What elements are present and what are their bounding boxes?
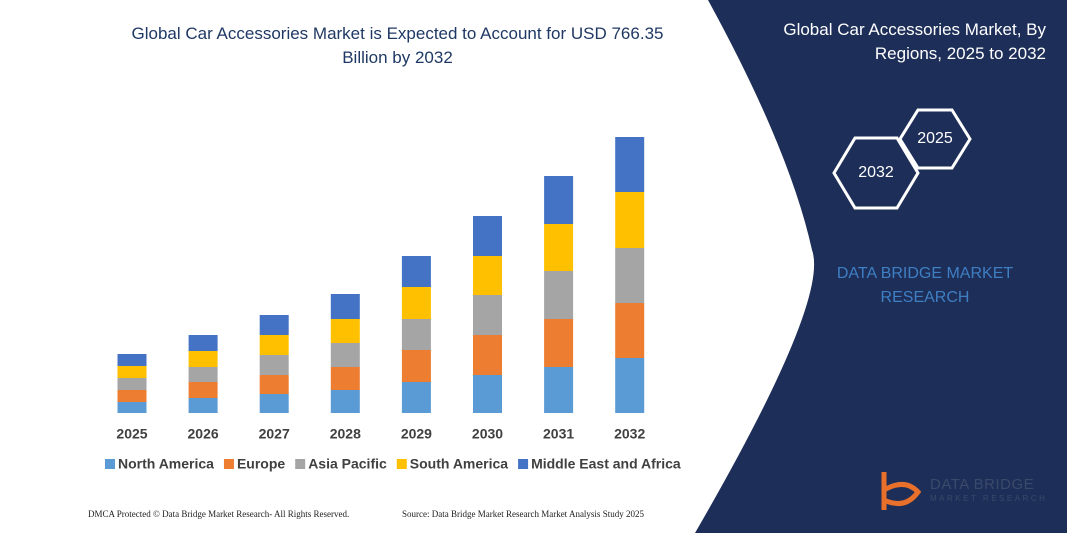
bar-segment <box>330 390 360 413</box>
x-tick-label: 2031 <box>543 426 574 442</box>
bar-segment <box>544 319 574 367</box>
chart-title: Global Car Accessories Market is Expecte… <box>131 24 664 67</box>
footer-left: DMCA Protected © Data Bridge Market Rese… <box>88 509 350 519</box>
bar-segment <box>117 366 147 378</box>
x-tick-label: 2028 <box>330 426 361 442</box>
bar-segment <box>117 354 147 366</box>
legend-label: Middle East and Africa <box>531 456 681 472</box>
legend-label: Europe <box>237 456 285 472</box>
bar-segment <box>401 256 431 287</box>
bar-segment <box>544 367 574 413</box>
x-tick-label: 2029 <box>401 426 432 442</box>
bar-segment <box>188 351 218 367</box>
legend-swatch <box>518 459 529 469</box>
bar-segment <box>330 319 360 343</box>
bar-segment <box>473 335 502 375</box>
logo-name: DATA BRIDGE <box>930 476 1035 493</box>
bar-segment <box>473 375 502 413</box>
bar-segment <box>117 378 147 390</box>
logo-icon <box>881 472 922 510</box>
bar-segment <box>259 394 289 413</box>
x-tick-label: 2025 <box>116 426 147 442</box>
bar-segment <box>473 256 502 295</box>
bar-segment <box>615 303 645 358</box>
bar-segment <box>259 335 289 355</box>
hexagon-label: 2032 <box>858 164 894 181</box>
bar-segment <box>473 295 502 335</box>
legend-swatch <box>295 459 306 469</box>
legend-label: Asia Pacific <box>308 456 387 472</box>
bar-segment <box>259 315 289 335</box>
bar-segment <box>401 350 431 382</box>
bar-segment <box>473 216 502 256</box>
bar-segment <box>188 398 218 413</box>
x-tick-label: 2027 <box>259 426 290 442</box>
legend-swatch <box>223 459 234 469</box>
hexagon <box>898 108 972 170</box>
bar-segment <box>615 192 645 248</box>
bar-segment <box>259 355 289 375</box>
bar-segment <box>615 248 645 303</box>
logo-sub: MARKET RESEARCH <box>930 494 1048 503</box>
legend-label: South America <box>410 456 508 472</box>
bar-segment <box>544 224 574 271</box>
panel-title: Global Car Accessories Market, By Region… <box>783 20 1046 63</box>
legend-swatch <box>105 459 115 469</box>
footer-right: Source: Data Bridge Market Research Mark… <box>402 509 644 519</box>
bar-segment <box>401 287 431 319</box>
legend-swatch <box>396 459 407 469</box>
x-tick-label: 2030 <box>472 426 503 442</box>
legend-label: North America <box>118 456 214 472</box>
bar-segment <box>259 375 289 394</box>
bar-segment <box>544 176 574 224</box>
x-tick-label: 2026 <box>188 426 219 442</box>
bar-segment <box>188 367 218 382</box>
bar-segment <box>401 382 431 413</box>
side-panel <box>695 0 1067 533</box>
bar-segment <box>188 335 218 351</box>
hexagon-label: 2025 <box>917 130 953 147</box>
bar-segment <box>330 343 360 367</box>
bar-segment <box>615 137 645 192</box>
bar-segment <box>188 382 218 398</box>
plot: 2025 2026 2027 2028 2029 2030 2031 2032 North Am… <box>105 137 681 472</box>
bar-segment <box>117 390 147 402</box>
bar-segment <box>401 319 431 350</box>
bar-segment <box>117 402 147 413</box>
bar-segment <box>615 358 645 413</box>
hexagon <box>832 136 920 210</box>
bar-segment <box>330 367 360 390</box>
x-tick-label: 2032 <box>614 426 645 442</box>
bar-segment <box>330 294 360 319</box>
bar-segment <box>544 271 574 319</box>
brand-text: DATA BRIDGE MARKET RESEARCH <box>836 265 1014 306</box>
